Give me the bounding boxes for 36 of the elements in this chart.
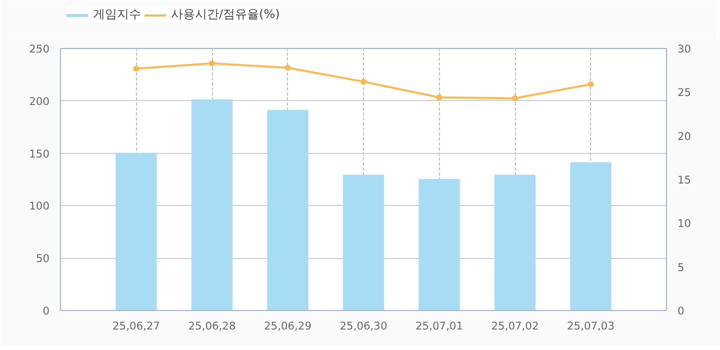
x-tick-label: 25,06,30 [340,320,388,332]
y2-tick-label: 25 [678,86,692,100]
y2-tick-label: 5 [678,260,684,274]
y2-tick-label: 30 [678,42,692,56]
point [284,64,291,71]
legend-label: 게임지수 [93,6,141,23]
bar [494,174,536,310]
point [360,78,366,85]
y-tick-label: 0 [42,304,50,318]
legend-label: 사용시간/점유율(%) [171,6,280,23]
point [133,66,140,72]
point [436,94,442,100]
y2-tick-label: 15 [678,174,692,186]
x-tick-label: 25,06,29 [264,320,312,332]
y-tick-label: 150 [29,147,50,160]
y-tick-label: 200 [29,94,50,108]
point [588,81,594,88]
bar [116,152,157,310]
y2-tick-label: 0 [678,304,684,318]
bar [342,174,384,310]
x-tick-label: 25,07,03 [567,320,614,332]
bar [267,110,308,310]
x-tick-label: 25,06,27 [112,320,160,332]
point [209,60,215,66]
bar [418,179,460,310]
y-tick-label: 250 [29,42,50,56]
bar [570,162,612,310]
y2-tick-label: 20 [678,130,692,143]
x-tick-label: 25,07,01 [416,320,463,332]
y2-tick-label: 10 [678,217,692,230]
y-tick-label: 50 [36,252,50,266]
point [512,95,518,102]
bar [191,99,233,310]
x-tick-label: 25,06,28 [188,320,236,332]
y-tick-label: 100 [29,200,50,213]
x-tick-label: 25,07,02 [491,320,539,332]
